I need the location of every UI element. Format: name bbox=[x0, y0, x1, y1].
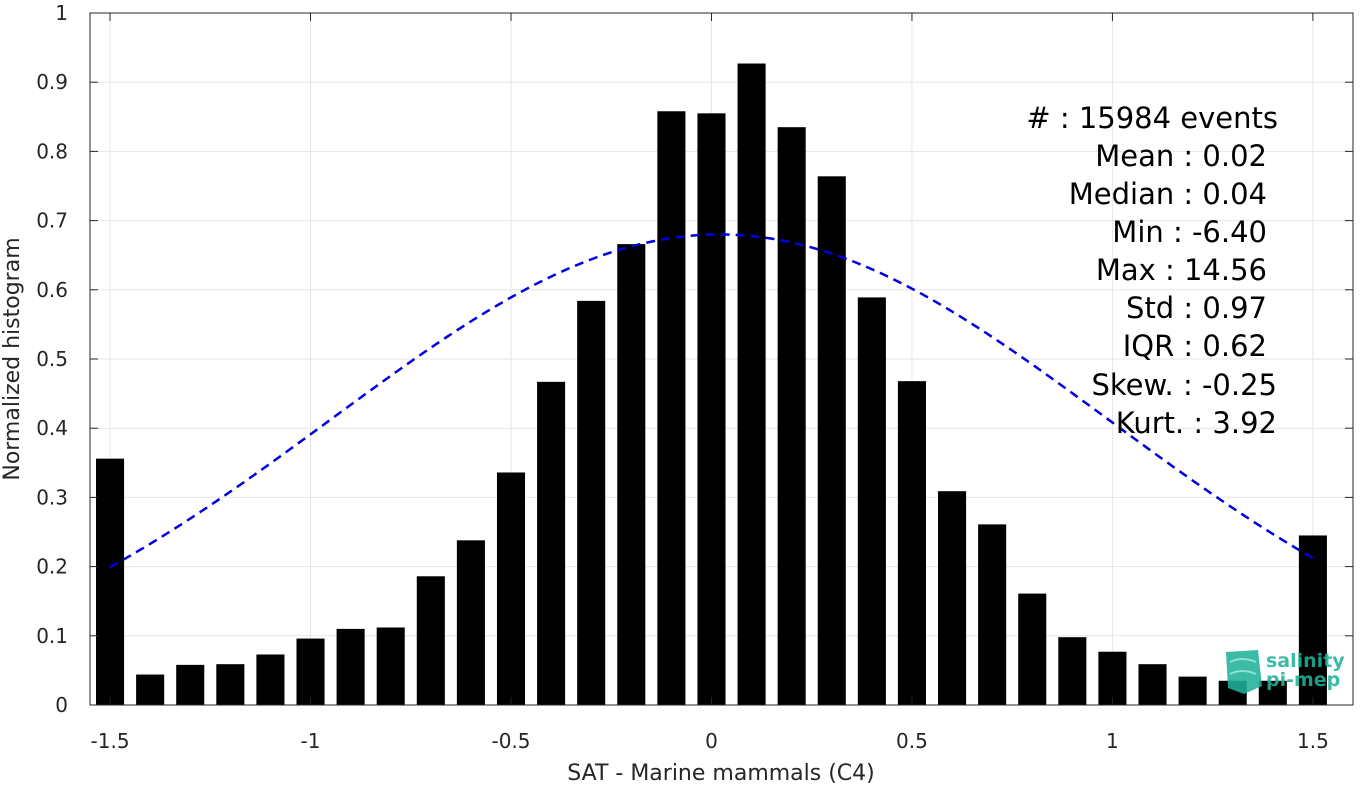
y-axis-title: Normalized histogram bbox=[0, 237, 25, 480]
salinity-pimep-logo: salinity pi-mep bbox=[1226, 650, 1345, 694]
histogram-chart: -1.5 -1 -0.5 0 0.5 1 1.5 0 0.1 0.2 0.3 0.4 0.5 0.6 0.… bbox=[0, 0, 1367, 785]
x-tick-label: 1.5 bbox=[1297, 729, 1329, 753]
y-tick-label: 0 bbox=[55, 693, 68, 717]
histogram-bar bbox=[938, 491, 966, 705]
x-tick-label: 1 bbox=[1106, 729, 1119, 753]
histogram-bar bbox=[216, 664, 244, 705]
histogram-bar bbox=[778, 127, 806, 705]
histogram-bar bbox=[738, 64, 766, 705]
y-tick-label: 0.5 bbox=[36, 347, 68, 371]
histogram-bar bbox=[537, 382, 565, 705]
y-tick-label: 0.9 bbox=[36, 70, 68, 94]
histogram-bar bbox=[337, 629, 365, 705]
stats-line: Skew. : -0.25 bbox=[1091, 368, 1277, 402]
stats-line: Min : -6.40 bbox=[1112, 215, 1267, 249]
stats-line: Median : 0.04 bbox=[1069, 177, 1267, 211]
histogram-bar bbox=[417, 576, 445, 705]
y-tick-label: 0.1 bbox=[36, 624, 68, 648]
stats-line: IQR : 0.62 bbox=[1123, 329, 1267, 363]
histogram-bar bbox=[697, 113, 725, 705]
y-tick-label: 0.3 bbox=[36, 485, 68, 509]
y-tick-label: 0.8 bbox=[36, 139, 68, 163]
histogram-bar bbox=[96, 459, 124, 705]
x-tick-label: 0 bbox=[705, 729, 718, 753]
x-tick-label: -1.5 bbox=[91, 729, 130, 753]
histogram-bar bbox=[1018, 594, 1046, 705]
x-tick-label: 0.5 bbox=[896, 729, 928, 753]
histogram-bar bbox=[457, 540, 485, 705]
histogram-bar bbox=[296, 639, 324, 705]
stats-line: # : 15984 events bbox=[1026, 101, 1278, 135]
histogram-bar bbox=[136, 675, 164, 705]
histogram-bar bbox=[377, 627, 405, 705]
stats-line: Mean : 0.02 bbox=[1095, 139, 1267, 173]
x-tick-label: -1 bbox=[301, 729, 321, 753]
histogram-bar bbox=[978, 524, 1006, 705]
stats-line: Std : 0.97 bbox=[1126, 291, 1267, 325]
histogram-bar bbox=[176, 665, 204, 705]
histogram-bar bbox=[657, 111, 685, 705]
histogram-bar bbox=[898, 381, 926, 705]
histogram-bar bbox=[1138, 664, 1166, 705]
histogram-bar bbox=[1179, 677, 1207, 705]
y-tick-label: 0.7 bbox=[36, 209, 68, 233]
x-tick-label: -0.5 bbox=[491, 729, 530, 753]
y-tick-label: 0.2 bbox=[36, 555, 68, 579]
x-axis-title: SAT - Marine mammals (C4) bbox=[567, 761, 875, 785]
logo-text-pimep: pi-mep bbox=[1266, 669, 1340, 691]
histogram-bar bbox=[617, 244, 645, 705]
histogram-bar bbox=[1058, 637, 1086, 705]
histogram-bar bbox=[256, 654, 284, 705]
histogram-bar bbox=[497, 472, 525, 705]
histogram-bar bbox=[858, 297, 886, 705]
stats-line: Kurt. : 3.92 bbox=[1116, 406, 1277, 440]
y-tick-label: 0.6 bbox=[36, 278, 68, 302]
y-tick-label: 1 bbox=[55, 1, 68, 25]
histogram-bar bbox=[577, 301, 605, 705]
histogram-bar bbox=[818, 176, 846, 705]
stats-line: Max : 14.56 bbox=[1096, 253, 1267, 287]
y-tick-label: 0.4 bbox=[36, 416, 68, 440]
